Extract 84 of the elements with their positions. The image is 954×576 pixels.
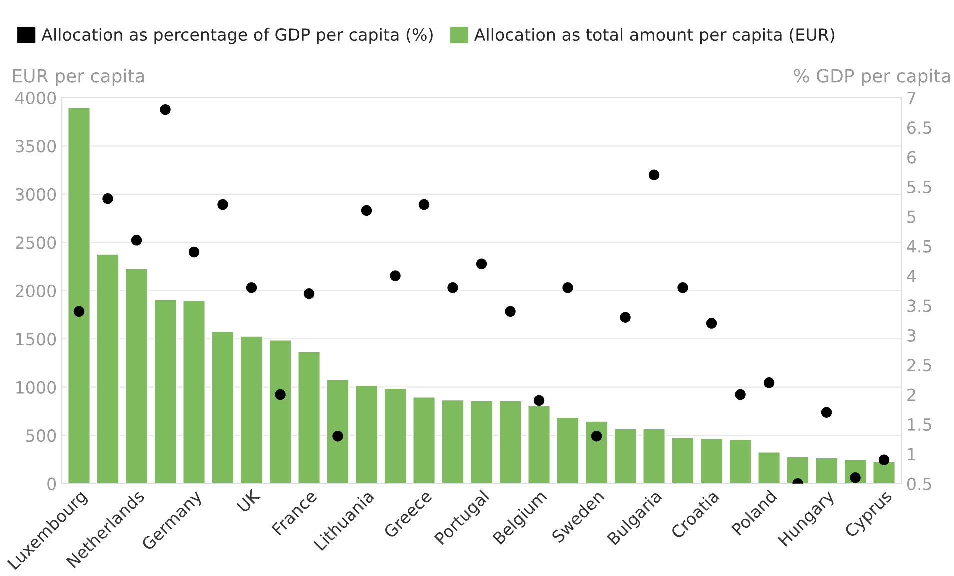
point (648, 170, 660, 180)
bar (240, 336, 264, 484)
bar (584, 420, 609, 484)
point (361, 205, 372, 216)
y-tick-label: 0 (48, 478, 56, 490)
y-tick-label: 1000 (16, 381, 56, 394)
bar (642, 428, 666, 484)
point (821, 407, 832, 418)
y-tick-label: 1500 (16, 333, 56, 346)
y2-tick-label: 5.5 (908, 181, 932, 194)
legend-label: Allocation as total amount per capita (EUR) (474, 28, 834, 44)
point (706, 318, 718, 329)
point (275, 389, 286, 400)
bar (872, 460, 896, 484)
bar (814, 457, 839, 484)
point (218, 199, 228, 210)
bar (556, 416, 580, 484)
y2-tick-label: 6.5 (908, 122, 932, 134)
bar (354, 384, 379, 484)
y2-tick-label: 3.5 (908, 300, 932, 312)
legend-label: Allocation as percentage of GDP per capita (%) (42, 28, 433, 44)
y2-tick-label: 2.5 (908, 359, 932, 372)
y-axis-title: EUR per capita (13, 68, 144, 86)
y2-tick-label: 7 (908, 92, 916, 104)
point (735, 389, 746, 400)
bar (412, 396, 436, 484)
bar (326, 378, 350, 484)
y-tick-label: 4000 (16, 92, 56, 104)
bar (124, 268, 149, 484)
bar (498, 400, 522, 484)
point (246, 282, 258, 294)
y2-tick-label: 4 (907, 270, 916, 282)
bar (67, 106, 92, 484)
point (160, 104, 171, 116)
point (620, 312, 631, 323)
point (418, 199, 430, 210)
point (878, 454, 890, 466)
point (131, 235, 142, 246)
point (476, 258, 488, 270)
y-tick-label: 2500 (16, 236, 56, 250)
point (188, 246, 200, 258)
y-tick-label: 3500 (16, 140, 56, 153)
y2-tick-label: 3 (908, 329, 916, 342)
bar (671, 436, 695, 484)
point (850, 472, 861, 484)
bar (182, 300, 206, 484)
y-tick-label: 2000 (16, 284, 56, 298)
y2-tick-label: 1.5 (908, 418, 932, 432)
point (534, 395, 545, 406)
bar (96, 254, 120, 484)
point (591, 430, 602, 442)
y-tick-label: 3000 (16, 188, 56, 201)
bar (470, 400, 494, 484)
point (390, 270, 401, 282)
bar (757, 451, 782, 484)
bar (728, 438, 752, 484)
bar (441, 399, 465, 484)
point (332, 430, 344, 442)
point (764, 378, 775, 388)
bar (154, 298, 178, 484)
y2-axis-title: % GDP per capita (794, 68, 950, 86)
point (678, 282, 688, 294)
point (102, 194, 114, 204)
point (448, 282, 458, 294)
bar (786, 456, 810, 484)
bar (297, 350, 322, 484)
bar (614, 428, 638, 484)
y-tick-label: 500 (26, 430, 56, 442)
y2-tick-label: 6 (908, 151, 916, 164)
y2-tick-label: 2 (908, 388, 916, 402)
bar (211, 330, 235, 484)
y2-tick-label: 5 (908, 210, 916, 224)
y2-tick-label: 1 (908, 448, 916, 460)
point (304, 288, 315, 300)
bar (384, 388, 408, 484)
point (505, 306, 516, 318)
bar (268, 339, 292, 484)
point (562, 282, 574, 294)
bar (700, 438, 724, 484)
point (74, 306, 85, 318)
bar (527, 404, 552, 484)
y2-tick-label: 0.5 (907, 478, 932, 490)
y2-tick-label: 4.5 (907, 240, 932, 253)
x-tick-label: UK (236, 488, 262, 514)
